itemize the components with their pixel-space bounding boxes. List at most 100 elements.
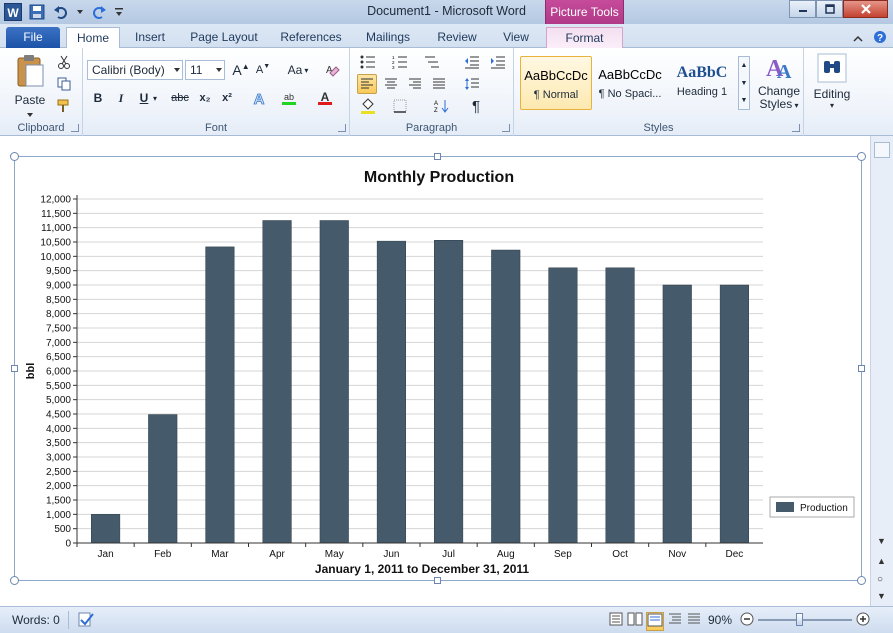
- full-screen-reading-view-icon[interactable]: [627, 612, 643, 631]
- clipboard-dialog-launcher[interactable]: [71, 124, 79, 132]
- resize-handle-top[interactable]: [434, 153, 441, 160]
- font-dialog-launcher[interactable]: [338, 124, 346, 132]
- align-right-icon[interactable]: [405, 74, 425, 94]
- multilevel-list-icon[interactable]: [422, 52, 442, 72]
- align-center-icon[interactable]: [381, 74, 401, 94]
- web-layout-view-icon[interactable]: [646, 612, 664, 631]
- shading-icon[interactable]: [358, 96, 378, 116]
- customize-toolbar-icon[interactable]: [114, 3, 124, 21]
- next-page-icon[interactable]: ▼: [877, 591, 886, 601]
- outline-view-icon[interactable]: [667, 612, 683, 631]
- tab-page-layout[interactable]: Page Layout: [190, 30, 258, 44]
- resize-handle-top-left[interactable]: [10, 152, 19, 161]
- word-count[interactable]: Words: 0: [12, 613, 60, 627]
- scroll-down-arrow-icon[interactable]: ▼: [877, 536, 886, 546]
- minimize-button[interactable]: [789, 0, 816, 18]
- browse-object-icon[interactable]: ○: [877, 574, 884, 585]
- font-color-icon[interactable]: A: [315, 88, 335, 108]
- bold-button[interactable]: B: [93, 91, 103, 105]
- cut-icon[interactable]: [54, 52, 74, 72]
- tab-home[interactable]: Home: [66, 27, 120, 49]
- tab-file[interactable]: File: [6, 27, 60, 48]
- bar-aug: [491, 249, 521, 544]
- borders-icon[interactable]: [390, 96, 410, 116]
- clear-formatting-icon[interactable]: A: [323, 60, 343, 80]
- italic-button[interactable]: I: [118, 90, 124, 105]
- tab-mailings[interactable]: Mailings: [365, 30, 410, 44]
- underline-dropdown-icon[interactable]: ▾: [152, 93, 157, 103]
- font-size-combo[interactable]: 11: [185, 60, 225, 80]
- document-area[interactable]: Monthly Production bbl January 1, 2011 t…: [0, 136, 870, 606]
- draft-view-icon[interactable]: [686, 612, 702, 631]
- styles-gallery-scroll[interactable]: ▲ ▼ ▼: [738, 56, 750, 110]
- tab-format[interactable]: Format: [546, 27, 623, 48]
- bar-nov: [662, 284, 692, 544]
- tab-insert[interactable]: Insert: [134, 30, 165, 44]
- grow-font-icon[interactable]: A ▲: [232, 61, 250, 79]
- ruler-toggle-icon[interactable]: [874, 142, 890, 158]
- decrease-indent-icon[interactable]: [462, 52, 482, 72]
- resize-handle-left[interactable]: [11, 365, 18, 372]
- undo-dropdown-icon[interactable]: [76, 3, 84, 21]
- resize-handle-top-right[interactable]: [857, 152, 866, 161]
- align-left-icon[interactable]: [357, 74, 377, 94]
- editing-button[interactable]: Editing ▾: [808, 52, 856, 110]
- print-layout-view-icon[interactable]: [608, 612, 624, 631]
- proofing-icon[interactable]: [77, 610, 95, 631]
- vertical-scrollbar[interactable]: ▼ ▲ ○ ▼: [870, 136, 893, 606]
- copy-icon[interactable]: [54, 74, 74, 94]
- style-heading-1[interactable]: AaBbC Heading 1: [666, 56, 738, 110]
- font-group: Calibri (Body) 11 A ▲ A ▼ Aa ▾ A B I U ▾ ab…: [83, 48, 350, 136]
- increase-indent-icon[interactable]: [488, 52, 508, 72]
- undo-icon[interactable]: [52, 3, 70, 21]
- restore-button[interactable]: [816, 0, 843, 18]
- tab-review[interactable]: Review: [437, 30, 477, 44]
- zoom-level[interactable]: 90%: [708, 613, 733, 627]
- chart-picture[interactable]: Monthly Production bbl January 1, 2011 t…: [14, 156, 862, 581]
- redo-icon[interactable]: [90, 3, 108, 21]
- styles-scroll-down-icon[interactable]: ▼: [740, 80, 748, 87]
- zoom-slider-track[interactable]: [758, 619, 852, 621]
- styles-more-icon[interactable]: ▼: [740, 97, 748, 104]
- superscript-button[interactable]: x²: [222, 92, 232, 104]
- minimize-ribbon-icon[interactable]: [853, 32, 863, 46]
- underline-button[interactable]: U: [139, 91, 149, 105]
- highlight-color-icon[interactable]: ab: [279, 88, 299, 108]
- style-no-spacing[interactable]: AaBbCcDc ¶ No Spaci...: [594, 56, 666, 110]
- text-effects-icon[interactable]: A: [249, 88, 269, 108]
- zoom-slider-thumb[interactable]: [796, 613, 804, 626]
- previous-page-icon[interactable]: ▲: [877, 556, 886, 566]
- save-icon[interactable]: [28, 3, 46, 21]
- resize-handle-bottom[interactable]: [434, 577, 441, 584]
- zoom-out-icon[interactable]: [740, 612, 754, 629]
- paragraph-dialog-launcher[interactable]: [502, 124, 510, 132]
- resize-handle-bottom-right[interactable]: [857, 576, 866, 585]
- subscript-button[interactable]: x₂: [199, 92, 211, 104]
- show-formatting-marks-button[interactable]: ¶: [471, 97, 481, 115]
- styles-scroll-up-icon[interactable]: ▲: [740, 62, 748, 69]
- resize-handle-bottom-left[interactable]: [10, 576, 19, 585]
- zoom-in-icon[interactable]: [856, 612, 870, 629]
- tab-view[interactable]: View: [503, 30, 529, 44]
- help-icon[interactable]: ?: [873, 30, 887, 47]
- shrink-font-icon[interactable]: A ▼: [255, 62, 271, 77]
- font-name-combo[interactable]: Calibri (Body): [87, 60, 183, 80]
- bullets-icon[interactable]: [358, 52, 378, 72]
- strikethrough-button[interactable]: abc: [171, 92, 189, 104]
- paste-button[interactable]: Paste: [10, 54, 50, 121]
- format-painter-icon[interactable]: [54, 96, 74, 116]
- tab-references[interactable]: References: [280, 30, 342, 44]
- bar-oct: [605, 267, 635, 544]
- justify-icon[interactable]: [429, 74, 449, 94]
- word-logo-icon[interactable]: W: [4, 3, 22, 21]
- change-case-button[interactable]: Aa ▾: [287, 63, 309, 77]
- x-tick-label: Jan: [98, 549, 114, 560]
- line-spacing-icon[interactable]: [462, 74, 482, 94]
- close-button[interactable]: [843, 0, 888, 18]
- style-normal[interactable]: AaBbCcDc ¶ Normal: [520, 56, 592, 110]
- styles-dialog-launcher[interactable]: [792, 124, 800, 132]
- resize-handle-right[interactable]: [858, 365, 865, 372]
